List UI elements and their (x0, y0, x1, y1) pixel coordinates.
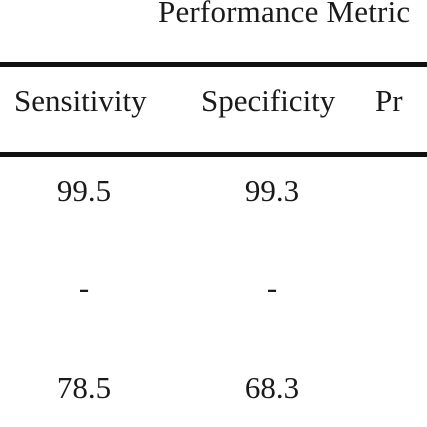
column-header-sensitivity: Sensitivity (14, 83, 147, 118)
table-cell: 68.3 (244, 370, 300, 405)
table-cell: - (78, 270, 90, 305)
column-header-partial: Pr (375, 83, 403, 118)
table-cell: - (266, 270, 278, 305)
table-cell: 78.5 (56, 370, 112, 405)
header-rule (0, 152, 427, 157)
top-rule (0, 62, 427, 67)
column-header-specificity: Specificity (201, 83, 336, 118)
table-cell: 99.3 (244, 173, 300, 208)
table-cell: 99.5 (56, 173, 112, 208)
group-header: Performance Metric (158, 0, 411, 29)
